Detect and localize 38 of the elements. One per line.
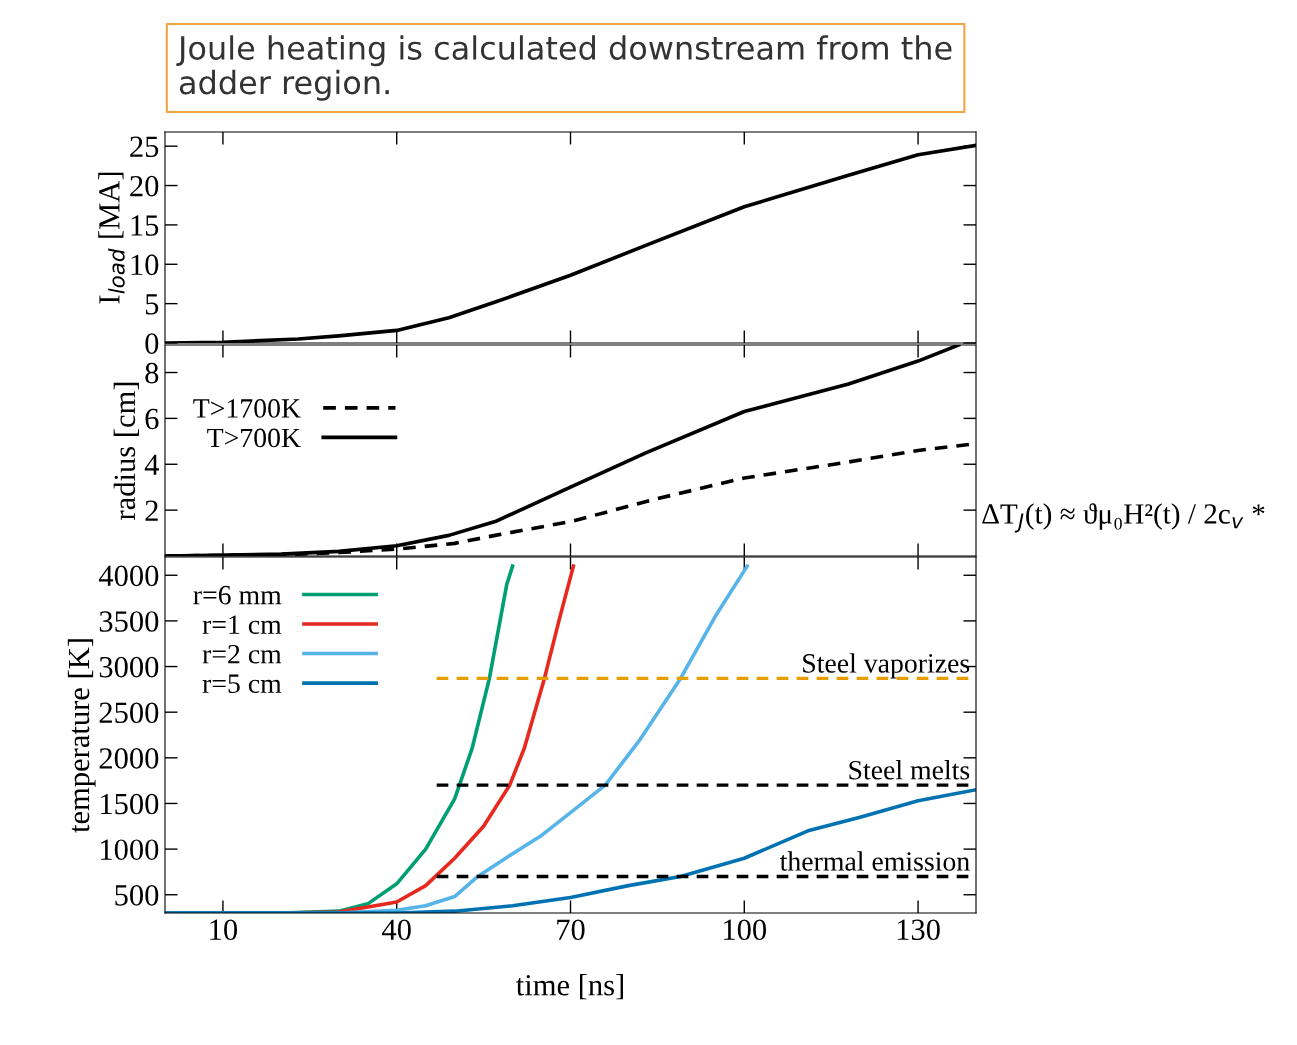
x-axis-title: time [ns] — [516, 974, 623, 1000]
y-tick-label: 1000 — [101, 839, 159, 860]
y-tick-label: 8 — [145, 362, 159, 384]
ref-line-label: Steel vaporizes — [803, 653, 970, 679]
y-tick-label: 3500 — [99, 611, 159, 632]
y-tick-label: 0 — [145, 333, 159, 354]
y-tick-label: 2000 — [99, 748, 159, 769]
text: ΔT$_{J}$(t) ≈ ϑμ₀H²(t) / 2c$_{v}$ * — [982, 503, 1265, 533]
chart-title: Joule heating is calculated downstream from the adder region. — [176, 35, 952, 101]
x-tick-label: 130 — [897, 919, 940, 941]
legend-label: r=1 cm — [202, 615, 282, 635]
y-axis-title: temperature [K] — [67, 639, 96, 833]
x-tick-label: 40 — [382, 919, 411, 941]
legend-label: T>700K — [207, 428, 301, 448]
y-tick-label: 1500 — [101, 793, 159, 815]
y-tick-label: 2500 — [99, 702, 159, 724]
legend-label: r=6 mm — [193, 585, 282, 605]
y-tick-label: 20 — [130, 175, 159, 197]
y-tick-label: 4000 — [98, 565, 159, 587]
x-tick-label: 10 — [210, 919, 238, 941]
y-tick-label: 10 — [131, 254, 159, 276]
y-tick-label: 5 — [145, 294, 159, 315]
legend-label: T>1700K — [193, 399, 301, 418]
legend-label: r=5 cm — [202, 674, 282, 694]
y-tick-label: 25 — [130, 136, 159, 158]
y-tick-label: 500 — [115, 885, 159, 906]
y-tick-label: 2 — [145, 500, 158, 521]
ref-line-label: thermal emission — [779, 851, 970, 871]
y-tick-label: 15 — [131, 215, 159, 236]
y-tick-label: 6 — [145, 408, 159, 430]
ref-line-label: Steel melts — [849, 760, 970, 780]
legend-label: r=2 cm — [202, 644, 282, 664]
y-tick-label: 3000 — [99, 656, 159, 678]
y-axis-title: radius [cm] — [113, 382, 139, 520]
y-axis-title: I$_{load}$ [MA] — [98, 172, 125, 304]
x-tick-label: 100 — [724, 919, 767, 941]
x-tick-label: 70 — [557, 919, 585, 941]
y-tick-label: 4 — [144, 454, 159, 475]
